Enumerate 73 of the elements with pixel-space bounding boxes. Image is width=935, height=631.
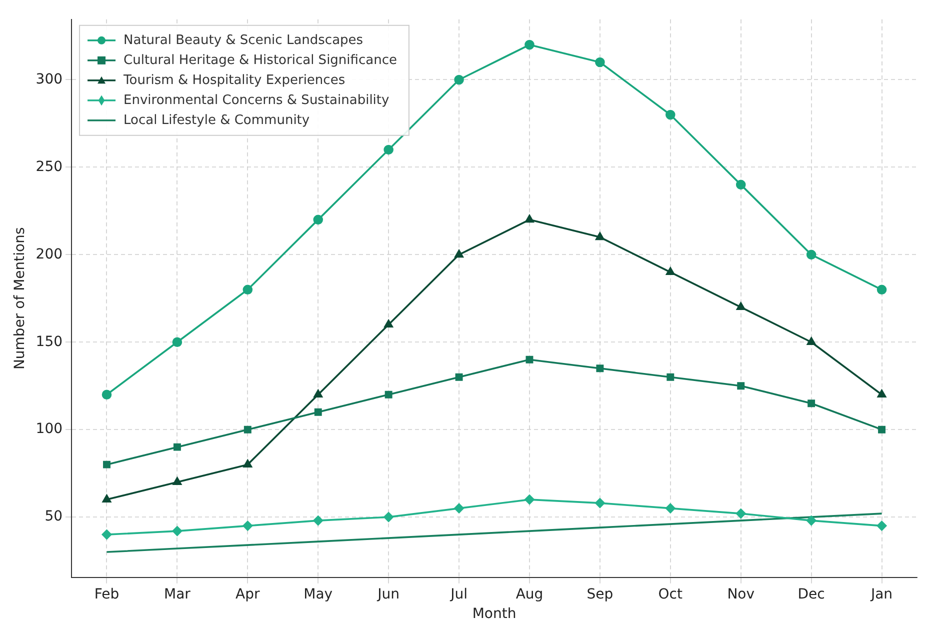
point [524, 40, 534, 50]
x-tick-label: Dec [798, 586, 825, 602]
point [454, 250, 464, 258]
point [736, 508, 746, 518]
point [313, 214, 324, 225]
x-axis-title: Month [472, 606, 516, 622]
point [737, 382, 745, 390]
legend-label: Cultural Heritage & Historical Significance [124, 52, 397, 68]
y-tick-label: 50 [44, 508, 63, 525]
point [525, 214, 534, 223]
point [314, 408, 322, 416]
x-tick-label: Jul [450, 586, 468, 602]
point [736, 180, 746, 190]
point [596, 232, 604, 240]
point [243, 460, 252, 468]
point [455, 373, 463, 381]
point [384, 320, 393, 328]
point [736, 302, 746, 310]
x-tick-label: Feb [94, 586, 120, 602]
point [524, 494, 534, 504]
point [242, 520, 253, 531]
point [808, 400, 816, 408]
y-tick-label: 300 [36, 71, 63, 88]
x-tick-label: Nov [727, 586, 755, 602]
point [666, 373, 674, 381]
point [173, 443, 181, 451]
x-tick-label: Sep [586, 586, 614, 602]
legend-label: Tourism & Hospitality Experiences [122, 72, 346, 88]
point [666, 267, 675, 276]
legend-label: Environmental Concerns & Sustainability [124, 92, 390, 108]
y-tick-label: 200 [36, 246, 63, 262]
point [242, 284, 253, 295]
x-tick-label: Apr [236, 586, 260, 602]
point [172, 526, 182, 536]
x-tick-label: Jun [376, 586, 400, 602]
point [806, 337, 816, 346]
point [384, 512, 394, 522]
point [102, 530, 112, 540]
point [454, 503, 464, 514]
x-tick-label: May [304, 586, 333, 602]
point [313, 516, 324, 526]
legend-label: Local Lifestyle & Community [124, 112, 310, 128]
point [454, 74, 464, 85]
point [806, 250, 816, 260]
point [876, 520, 887, 531]
point [314, 390, 322, 398]
y-axis-title: Number of Mentions [12, 227, 28, 370]
point [595, 498, 605, 508]
y-tick-label: 250 [36, 158, 63, 175]
point [384, 390, 392, 398]
point [384, 144, 394, 155]
point [102, 390, 112, 400]
point [103, 460, 110, 468]
point [876, 284, 887, 295]
point [877, 390, 886, 398]
x-tick-label: Mar [164, 586, 191, 602]
point [244, 426, 252, 434]
legend-label: Natural Beauty & Scenic Landscapes [124, 32, 364, 48]
point [172, 477, 182, 485]
point [878, 426, 886, 434]
point [806, 516, 816, 526]
point [666, 503, 676, 514]
point [596, 364, 604, 372]
point [102, 494, 112, 502]
point [595, 57, 605, 68]
point [172, 337, 182, 348]
point [526, 356, 534, 364]
y-tick-label: 150 [36, 334, 63, 350]
x-tick-label: Oct [658, 586, 684, 602]
y-tick-label: 100 [36, 421, 63, 438]
x-tick-label: Jan [870, 586, 893, 602]
point [666, 110, 676, 120]
x-tick-label: Aug [516, 586, 544, 602]
